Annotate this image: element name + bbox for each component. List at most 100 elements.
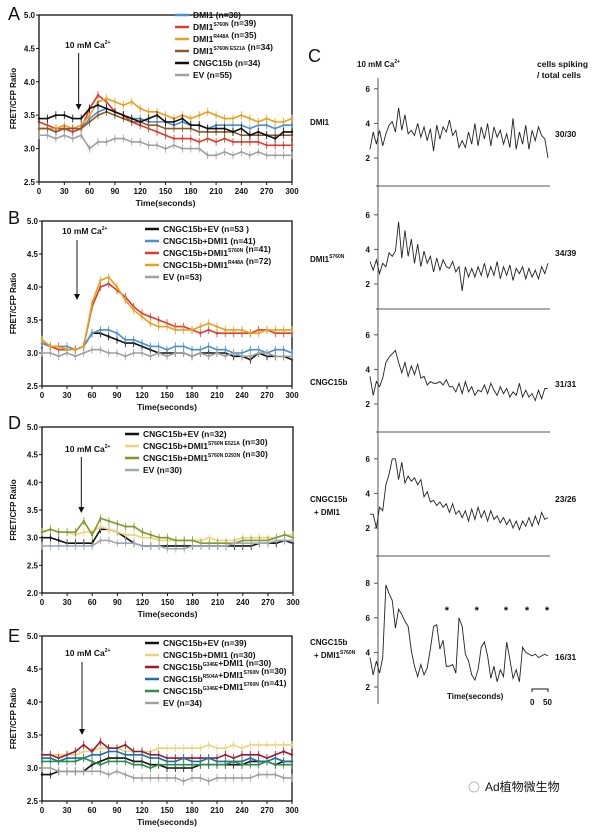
data-point [96,93,100,97]
legend-sup2: S760N [244,670,260,676]
x-tick-label: 0 [37,187,42,196]
legend-sup: S760N D293N [208,453,241,459]
data-point [224,355,227,358]
y-tick-label: 3.5 [24,111,36,120]
data-point [290,743,294,747]
data-point [149,544,152,548]
series-line [41,276,292,351]
data-point [155,130,159,134]
panel-letter: C [308,46,321,66]
data-point [165,776,169,780]
data-point [141,530,144,534]
y-tick-label: 3.0 [27,534,39,543]
legend-entry: CNGC15bR504A+DMI1S760N (n=30) [163,666,287,684]
data-point [189,137,192,140]
data-point [71,117,74,120]
data-point [216,544,219,548]
y-axis-label: FRET/CFP Ratio [9,68,18,129]
data-point [57,345,60,348]
data-point [206,154,209,157]
data-point [99,539,102,542]
data-point [115,285,119,289]
data-point [124,355,127,358]
legend-name: CNGC15b+EV [143,429,199,439]
y-tick-label: 3.5 [27,506,39,515]
data-point [240,134,243,137]
data-point [82,756,85,760]
legend-entry: CNGC15b+DMI1S760N D293N (n=30) [143,449,268,463]
data-point [40,530,44,534]
data-point [149,355,152,358]
data-point [96,114,100,117]
x-tick-label: 120 [135,391,149,400]
data-point [199,763,202,766]
y-tick-label: 2.5 [24,178,36,187]
data-point [88,114,91,117]
data-point [241,542,244,545]
data-point [37,127,41,130]
y-tick-label: 2 [366,683,371,692]
data-point [124,525,127,528]
data-point [240,140,243,144]
data-point [40,766,44,770]
data-point [116,522,119,526]
wechat-icon [468,781,480,793]
data-point [199,351,202,355]
header-cells-spiking: cells spiking [537,59,588,69]
data-point [107,275,110,279]
legend-sup: R504A [203,674,219,680]
legend-n: (n=30) [228,650,256,660]
data-point [113,137,117,140]
data-point [57,355,60,358]
data-point [122,114,125,117]
data-point [198,124,201,127]
legend-n: (n=41) [243,244,271,254]
data-point [165,763,169,766]
y-axis-label: FRET/CFP Ratio [9,273,18,334]
data-point [132,753,135,756]
data-point [164,127,167,130]
x-tick-label: 270 [260,806,274,815]
y-tick-label: 8 [366,579,371,588]
arrow-head-icon [78,507,85,513]
data-point [182,763,185,766]
data-point [165,355,169,358]
data-point [265,117,268,120]
trace-name2: + DMI1 [314,508,341,517]
data-point [107,773,110,776]
data-point [49,760,52,763]
data-point [115,338,119,341]
data-point [231,124,235,127]
legend-name: EV [163,272,175,282]
legend-sup: S760N E521A [213,46,245,52]
legend-name: DMI1 [193,10,214,20]
spike-star-icon: * [445,605,450,617]
trace-name: CNGC15b [310,495,347,504]
data-point [240,114,243,117]
legend-entry: CNGC15bG346E+DMI1 (n=30) [163,658,271,672]
y-tick-label: 2 [366,280,371,289]
data-point [82,544,86,548]
legend-sup: R448A [228,260,244,266]
stimulus-label: 10 mM Ca2+ [357,59,400,69]
data-point [290,355,294,358]
data-point [140,351,144,355]
data-point [90,770,94,773]
data-point [223,137,226,140]
x-tick-label: 120 [135,806,149,815]
data-point [283,533,286,537]
data-point [124,542,127,545]
data-point [240,753,244,756]
data-point [165,325,169,328]
data-point [290,154,294,157]
y-tick-label: 3.5 [27,731,39,740]
data-point [132,525,136,528]
x-tick-label: 90 [113,391,122,400]
data-point [282,348,285,351]
data-point [282,144,285,147]
data-point [257,140,260,144]
legend-entry: DMI1S760N (n=39) [193,18,256,32]
data-point [99,763,102,766]
legend-name2: +DMI1 [218,670,244,680]
data-point [82,519,86,523]
